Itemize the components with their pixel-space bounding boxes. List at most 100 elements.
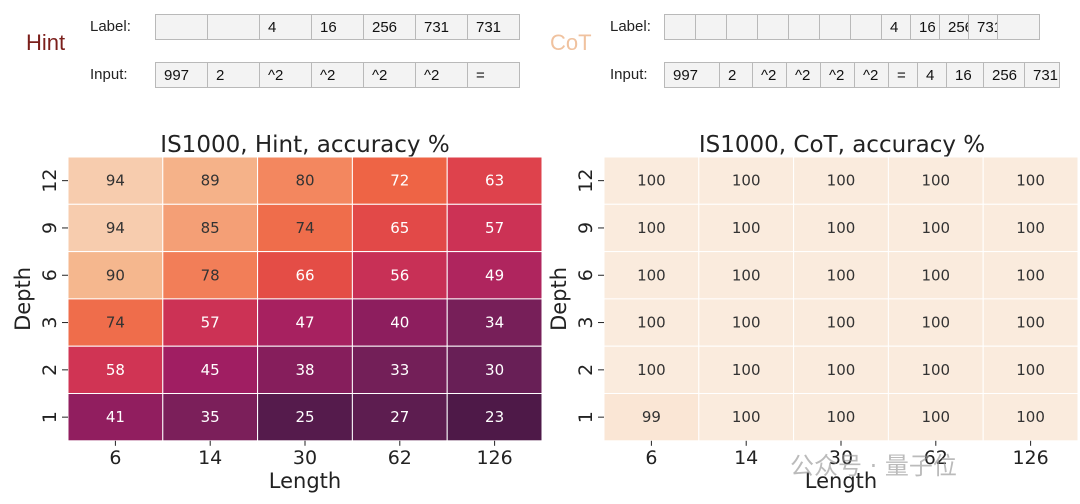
heatmap-cell	[793, 298, 889, 347]
heatmap-cell	[446, 298, 543, 347]
cell-value-label: 99	[642, 408, 661, 426]
cell-value-label: 100	[827, 361, 856, 379]
heatmap-cell	[698, 251, 795, 300]
heatmap-cell	[446, 203, 543, 253]
heatmap-cell	[257, 156, 353, 205]
cell-value-label: 100	[1016, 314, 1045, 332]
y-axis-label: Depth	[11, 267, 35, 331]
cot-input-token: 2	[719, 62, 753, 88]
hint-input-token: =	[467, 62, 520, 88]
hint-input-tokens: 997 2 ^2 ^2 ^2 ^2 =	[155, 62, 520, 90]
heatmap-cell	[982, 345, 1079, 395]
heatmap-cell	[603, 298, 700, 347]
cell-value-label: 56	[390, 266, 409, 284]
cell-value-label: 94	[106, 172, 125, 190]
cell-value-label: 100	[921, 314, 950, 332]
cell-value-label: 80	[295, 172, 314, 190]
cell-value-label: 90	[106, 266, 125, 284]
cot-input-token: 16	[946, 62, 984, 88]
x-tick-label: 30	[829, 447, 853, 469]
hint-label-row-label: Label:	[90, 18, 131, 35]
cot-label-tokens: 4 16 256 731	[664, 14, 1040, 42]
cell-value-label: 23	[485, 408, 504, 426]
cell-value-label: 100	[637, 219, 666, 237]
cell-value-label: 58	[106, 361, 125, 379]
y-tick-label: 6	[39, 269, 61, 281]
cell-value-label: 49	[485, 266, 504, 284]
cell-value-label: 47	[295, 314, 314, 332]
cot-label-token	[788, 14, 820, 40]
hint-input-row-label: Input:	[90, 66, 128, 83]
heatmap-cell	[162, 345, 259, 395]
heatmap-cell	[446, 156, 543, 205]
hint-input-token: ^2	[415, 62, 468, 88]
heatmap-cell	[887, 345, 984, 395]
heatmap-cell	[67, 393, 164, 442]
cell-value-label: 57	[485, 219, 504, 237]
cot-input-token: =	[888, 62, 918, 88]
cell-value-label: 100	[637, 314, 666, 332]
heatmap-cell	[887, 203, 984, 253]
cot-label-row-label: Label:	[610, 18, 651, 35]
hint-label-token	[207, 14, 260, 40]
cot-label-token	[695, 14, 727, 40]
y-tick-label: 3	[39, 317, 61, 329]
cell-value-label: 35	[201, 408, 220, 426]
cell-value-label: 65	[390, 219, 409, 237]
cot-label-token: 731	[968, 14, 1002, 40]
watermark-text: 公众号 · 量子位	[790, 452, 957, 480]
y-tick-label: 1	[575, 411, 597, 423]
heatmap-cell	[982, 156, 1079, 205]
x-tick-label: 6	[645, 447, 657, 469]
cell-value-label: 94	[106, 219, 125, 237]
heatmap-cell	[698, 203, 795, 253]
cot-label-token	[757, 14, 789, 40]
heatmap-cell	[698, 393, 795, 442]
cot-input-token: 997	[664, 62, 720, 88]
cell-value-label: 27	[390, 408, 409, 426]
x-axis-label: Length	[269, 469, 341, 493]
cell-value-label: 74	[106, 314, 125, 332]
cell-value-label: 100	[637, 172, 666, 190]
cot-input-tokens: 997 2 ^2 ^2 ^2 ^2 = 4 16 256 731	[664, 62, 1060, 90]
cell-value-label: 100	[827, 172, 856, 190]
cell-value-label: 85	[201, 219, 220, 237]
cot-label-token	[819, 14, 851, 40]
heatmap-cell	[351, 298, 448, 347]
cot-label-token	[997, 14, 1040, 40]
cell-value-label: 100	[637, 266, 666, 284]
x-tick-label: 62	[388, 447, 412, 469]
x-tick-label: 62	[924, 447, 948, 469]
heatmap-cell	[603, 251, 700, 300]
heatmap-cell	[351, 393, 448, 442]
heatmap-cell	[351, 345, 448, 395]
cell-value-label: 34	[485, 314, 504, 332]
hint-label-tokens: 4 16 256 731 731	[155, 14, 520, 42]
heatmap-cell	[257, 298, 353, 347]
hint-input-token: ^2	[259, 62, 312, 88]
cell-value-label: 89	[201, 172, 220, 190]
heatmap-cell	[67, 156, 164, 205]
hint-tag: Hint	[26, 30, 66, 55]
cell-value-label: 100	[921, 361, 950, 379]
y-tick-label: 2	[39, 364, 61, 376]
cell-value-label: 25	[295, 408, 314, 426]
cot-input-row-label: Input:	[610, 66, 648, 83]
hint-input-token: ^2	[311, 62, 364, 88]
y-tick-label: 9	[575, 222, 597, 234]
cell-value-label: 100	[732, 172, 761, 190]
heatmap-cell	[793, 393, 889, 442]
x-tick-label: 126	[1012, 447, 1048, 469]
heatmap-cell	[887, 251, 984, 300]
cell-value-label: 100	[732, 219, 761, 237]
hint-label-token: 16	[311, 14, 364, 40]
cell-value-label: 63	[485, 172, 504, 190]
chart-title: IS1000, Hint, accuracy %	[160, 132, 449, 158]
cot-label-token	[664, 14, 696, 40]
heatmap-cell	[162, 156, 259, 205]
heatmap-cell	[257, 251, 353, 300]
cell-value-label: 100	[921, 172, 950, 190]
hint-input-token: ^2	[363, 62, 416, 88]
cot-input-token: 256	[983, 62, 1025, 88]
